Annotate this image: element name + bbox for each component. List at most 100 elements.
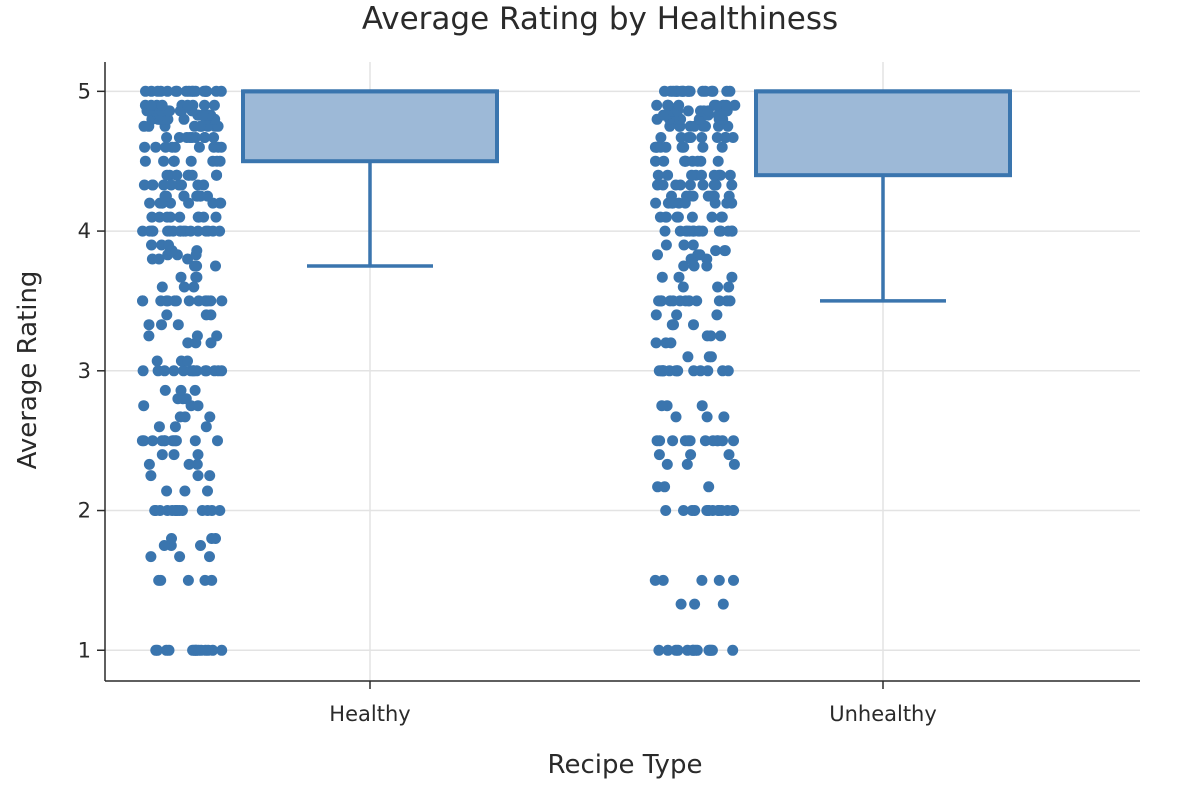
data-point [720, 99, 732, 111]
data-point [178, 281, 190, 293]
data-point [696, 574, 708, 586]
data-point [151, 644, 163, 656]
data-point [182, 253, 194, 265]
data-point [199, 132, 211, 143]
data-point [182, 574, 194, 586]
data-point [662, 169, 674, 181]
data-point [671, 211, 683, 223]
x-tick-label-healthy: Healthy [329, 702, 410, 726]
data-point [670, 179, 682, 191]
data-point [145, 470, 157, 482]
data-point [190, 85, 202, 97]
data-point [191, 330, 203, 342]
data-point [180, 85, 192, 97]
data-point [723, 281, 735, 293]
data-point [208, 99, 220, 111]
data-point [200, 85, 212, 97]
data-point [188, 281, 200, 293]
data-point [682, 435, 694, 447]
data-point [656, 271, 668, 283]
data-point [192, 470, 204, 482]
chart-title: Average Rating by Healthiness [362, 1, 838, 37]
data-point [702, 505, 714, 516]
data-point [662, 99, 674, 111]
data-point [211, 169, 222, 181]
data-point [682, 351, 694, 363]
data-point [718, 411, 730, 423]
data-point [156, 449, 168, 461]
data-point [705, 190, 717, 202]
data-point [650, 337, 662, 349]
data-point [724, 85, 736, 97]
data-point [652, 249, 663, 261]
y-tick-label: 5 [78, 79, 91, 103]
data-point [653, 644, 665, 656]
data-point [724, 169, 736, 181]
box-series [241, 89, 1012, 303]
data-point [204, 551, 215, 563]
data-point [697, 85, 709, 97]
data-point [202, 485, 213, 497]
data-point [161, 309, 173, 321]
data-point [703, 481, 715, 493]
data-point [665, 337, 677, 349]
data-point [688, 365, 700, 377]
data-point [215, 141, 227, 153]
data-point [177, 393, 189, 405]
data-point [153, 421, 165, 433]
data-point [147, 435, 159, 447]
data-point [139, 141, 151, 153]
data-point [216, 644, 228, 656]
data-point [137, 365, 149, 377]
data-point [694, 249, 706, 261]
data-point [210, 260, 221, 272]
data-point [678, 260, 690, 272]
data-point [685, 449, 697, 461]
data-point [154, 211, 165, 223]
data-point [214, 197, 226, 209]
data-point [715, 330, 727, 342]
data-point [657, 574, 669, 586]
data-point [692, 155, 704, 167]
data-point [204, 470, 216, 482]
data-point [179, 411, 191, 423]
data-point [214, 505, 226, 516]
data-point [712, 155, 724, 167]
data-point [168, 449, 180, 461]
data-point [161, 169, 173, 181]
data-point [726, 225, 738, 237]
x-axis-title: Recipe Type [548, 750, 703, 780]
data-point [182, 337, 194, 349]
data-point [156, 99, 168, 111]
data-point [210, 85, 222, 97]
data-point [207, 225, 219, 237]
data-point [210, 211, 222, 223]
data-point [707, 435, 719, 447]
data-point [691, 295, 703, 307]
data-point [688, 319, 699, 331]
data-point [168, 155, 180, 167]
data-point [667, 435, 679, 447]
data-point [708, 179, 720, 191]
data-point [678, 505, 689, 516]
data-point [182, 99, 194, 111]
data-point [653, 365, 665, 377]
data-point [196, 505, 208, 516]
data-point [138, 120, 150, 132]
data-point [696, 169, 707, 181]
data-point [189, 384, 201, 396]
data-point [174, 551, 186, 563]
data-point [183, 458, 195, 470]
data-point [697, 141, 709, 153]
data-point [687, 190, 699, 202]
data-point [167, 225, 179, 237]
data-point [660, 505, 672, 516]
data-point [216, 365, 228, 377]
data-point [159, 365, 171, 377]
data-point [193, 141, 205, 153]
data-point [170, 435, 182, 447]
data-point [146, 225, 158, 237]
data-point [137, 295, 148, 307]
data-point [173, 179, 185, 191]
